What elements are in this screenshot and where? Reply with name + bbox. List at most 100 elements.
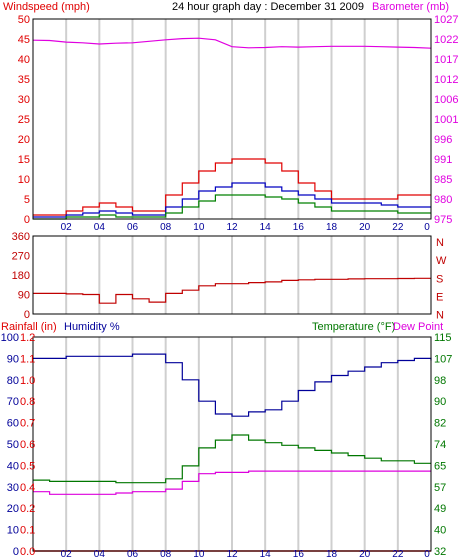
humidity-tick-label: 50	[7, 439, 19, 451]
climate-x-tick-label: 14	[260, 549, 272, 559]
temperature-axis-title: Temperature (°F)	[312, 321, 395, 333]
temperature-tick-label: 49	[434, 503, 446, 515]
humidity-tick-label: 40	[7, 460, 19, 472]
windspeed-tick-label: 50	[18, 14, 30, 26]
direction-tick-label: 180	[12, 270, 30, 282]
barometer-tick-label: 975	[434, 214, 452, 226]
wind-x-tick-label: 06	[127, 222, 139, 233]
rainfall-tick-label: 0.7	[20, 418, 35, 430]
climate-x-tick-label: 16	[293, 549, 305, 559]
temperature-tick-label: 115	[434, 332, 452, 344]
barometer-tick-label: 991	[434, 154, 452, 166]
climate-x-tick-label: 04	[94, 549, 106, 559]
series-avg	[33, 182, 431, 218]
humidity-tick-label: 10	[7, 525, 19, 537]
rainfall-tick-label: 1.0	[20, 375, 35, 387]
rainfall-tick-label: 0.2	[20, 503, 35, 515]
temperature-tick-label: 40	[434, 525, 446, 537]
climate-panel-frame	[32, 336, 432, 552]
rainfall-tick-label: 0.8	[20, 396, 35, 408]
windspeed-tick-label: 20	[18, 134, 30, 146]
windspeed-axis-title: Windspeed (mph)	[3, 1, 90, 13]
wind-x-tick-label: 10	[193, 222, 205, 233]
climate-x-tick-label: 20	[359, 549, 371, 559]
barometer-tick-label: 1022	[434, 34, 458, 46]
windspeed-tick-label: 0	[24, 214, 30, 226]
barometer-tick-label: 985	[434, 174, 452, 186]
temperature-tick-label: 107	[434, 353, 452, 365]
wind-x-tick-label: 08	[160, 222, 172, 233]
windspeed-tick-label: 45	[18, 34, 30, 46]
wind-x-tick-label: 0	[424, 222, 430, 233]
climate-x-tick-label: 18	[326, 549, 338, 559]
barometer-tick-label: 980	[434, 194, 452, 206]
rainfall-axis-title: Rainfall (in)	[1, 321, 57, 333]
windspeed-tick-label: 40	[18, 54, 30, 66]
rainfall-tick-label: 0.5	[20, 460, 35, 472]
wind-x-tick-label: 02	[61, 222, 73, 233]
rainfall-tick-label: 0.0	[20, 546, 35, 558]
rainfall-tick-label: 0.4	[20, 482, 35, 494]
windspeed-tick-label: 5	[24, 194, 30, 206]
direction-panel-frame	[32, 235, 432, 315]
wind-x-tick-label: 18	[326, 222, 338, 233]
windspeed-tick-label: 30	[18, 94, 30, 106]
direction-tick-label: 0	[24, 309, 30, 321]
temperature-tick-label: 32	[434, 546, 446, 558]
barometer-tick-label: 1006	[434, 94, 458, 106]
humidity-tick-label: 20	[7, 503, 19, 515]
chart-title: 24 hour graph day : December 31 2009	[172, 1, 364, 13]
direction-compass-label: E	[436, 291, 443, 303]
humidity-tick-label: 100	[1, 332, 19, 344]
direction-compass-label: N	[436, 237, 444, 249]
series-humidity	[33, 353, 432, 417]
series-low	[33, 194, 431, 220]
climate-x-tick-label: 06	[127, 549, 139, 559]
barometer-tick-label: 1012	[434, 74, 458, 86]
series-dew_point	[33, 470, 431, 495]
series-temperature	[33, 434, 431, 484]
wind-x-tick-label: 04	[94, 222, 106, 233]
wind-x-tick-label: 20	[359, 222, 371, 233]
rainfall-tick-label: 0.1	[20, 525, 35, 537]
barometer-tick-label: 1001	[434, 114, 458, 126]
wind-x-tick-label: 12	[226, 222, 238, 233]
wind-panel-frame	[32, 18, 432, 220]
humidity-axis-title: Humidity %	[64, 321, 120, 333]
wind-x-tick-label: 16	[293, 222, 305, 233]
climate-x-tick-label: 08	[160, 549, 172, 559]
humidity-tick-label: 30	[7, 482, 19, 494]
windspeed-tick-label: 25	[18, 114, 30, 126]
barometer-tick-label: 996	[434, 134, 452, 146]
climate-x-tick-label: 12	[226, 549, 238, 559]
humidity-tick-label: 90	[7, 353, 19, 365]
rainfall-tick-label: 0.6	[20, 439, 35, 451]
rainfall-tick-label: 1.2	[20, 332, 35, 344]
temperature-tick-label: 74	[434, 439, 446, 451]
temperature-tick-label: 90	[434, 396, 446, 408]
temperature-tick-label: 82	[434, 418, 446, 430]
dew-point-axis-title: Dew Point	[393, 321, 443, 333]
wind-x-tick-label: 14	[260, 222, 272, 233]
direction-compass-label: W	[436, 255, 447, 267]
series-barometer	[32, 37, 432, 49]
humidity-tick-label: 0	[13, 546, 19, 558]
barometer-tick-label: 1027	[434, 14, 458, 26]
temperature-tick-label: 57	[434, 482, 446, 494]
temperature-tick-label: 98	[434, 375, 446, 387]
windspeed-tick-label: 15	[18, 154, 30, 166]
direction-tick-label: 360	[12, 231, 30, 243]
series-direction	[33, 277, 431, 304]
climate-x-tick-label: 0	[424, 549, 430, 559]
climate-x-tick-label: 22	[392, 549, 404, 559]
direction-compass-label: S	[436, 273, 443, 285]
barometer-tick-label: 1017	[434, 54, 458, 66]
barometer-axis-title: Barometer (mb)	[372, 1, 449, 13]
climate-x-tick-label: 10	[193, 549, 205, 559]
direction-tick-label: 90	[18, 290, 30, 302]
humidity-tick-label: 80	[7, 375, 19, 387]
wind-x-tick-label: 22	[392, 222, 404, 233]
humidity-tick-label: 60	[7, 418, 19, 430]
